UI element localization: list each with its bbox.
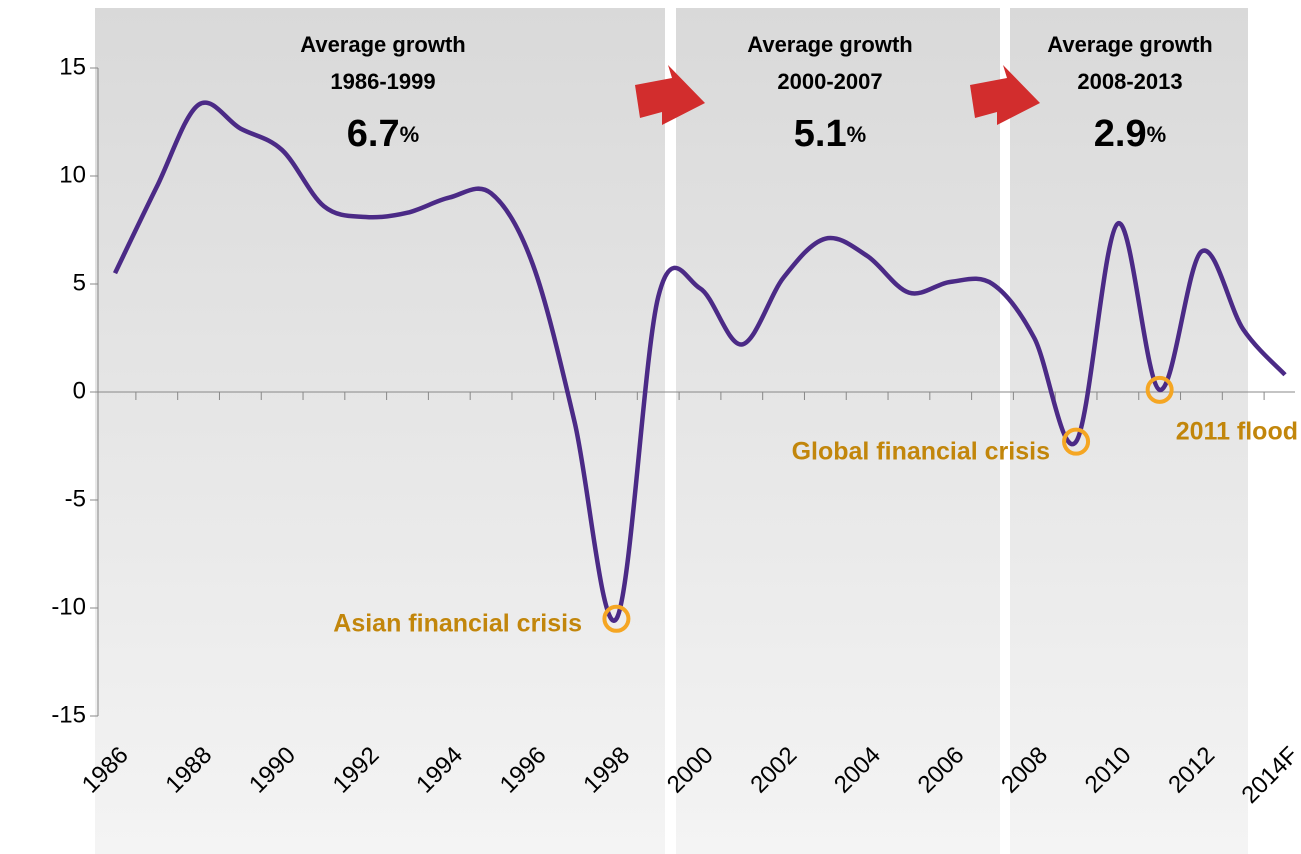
period-range: 2000-2007 [777,69,882,94]
series-line [112,100,1287,623]
period-panel [95,8,665,854]
period-unit: % [1147,122,1167,147]
y-tick-label: 10 [59,161,86,188]
period-heading: Average growth [747,32,912,57]
event-label: 2011 flood [1176,418,1298,446]
period-range: 1986-1999 [330,69,435,94]
period-average: 6.7% [347,113,419,155]
y-tick-label: -5 [65,485,86,512]
y-tick-label: -15 [51,701,86,728]
period-heading: Average growth [1047,32,1212,57]
event-label: Asian financial crisis [333,610,582,638]
y-tick-label: 5 [73,269,86,296]
arrow [635,65,705,125]
period-panel [676,8,1000,854]
period-value: 5.1 [794,113,847,155]
period-unit: % [847,122,867,147]
y-tick-label: -10 [51,593,86,620]
event-label: Global financial crisis [792,438,1050,466]
period-value: 6.7 [347,113,400,155]
y-tick-label: 15 [59,53,86,80]
period-average: 2.9% [1094,113,1166,155]
event-marker [1145,375,1174,404]
period-unit: % [400,122,420,147]
period-panel [1010,8,1248,854]
period-value: 2.9 [1094,113,1147,155]
period-average: 5.1% [794,113,866,155]
period-heading: Average growth [300,32,465,57]
event-marker [602,604,631,633]
arrow [970,65,1040,125]
y-tick-label: 0 [73,377,86,404]
period-range: 2008-2013 [1077,69,1182,94]
event-marker [1062,427,1091,456]
